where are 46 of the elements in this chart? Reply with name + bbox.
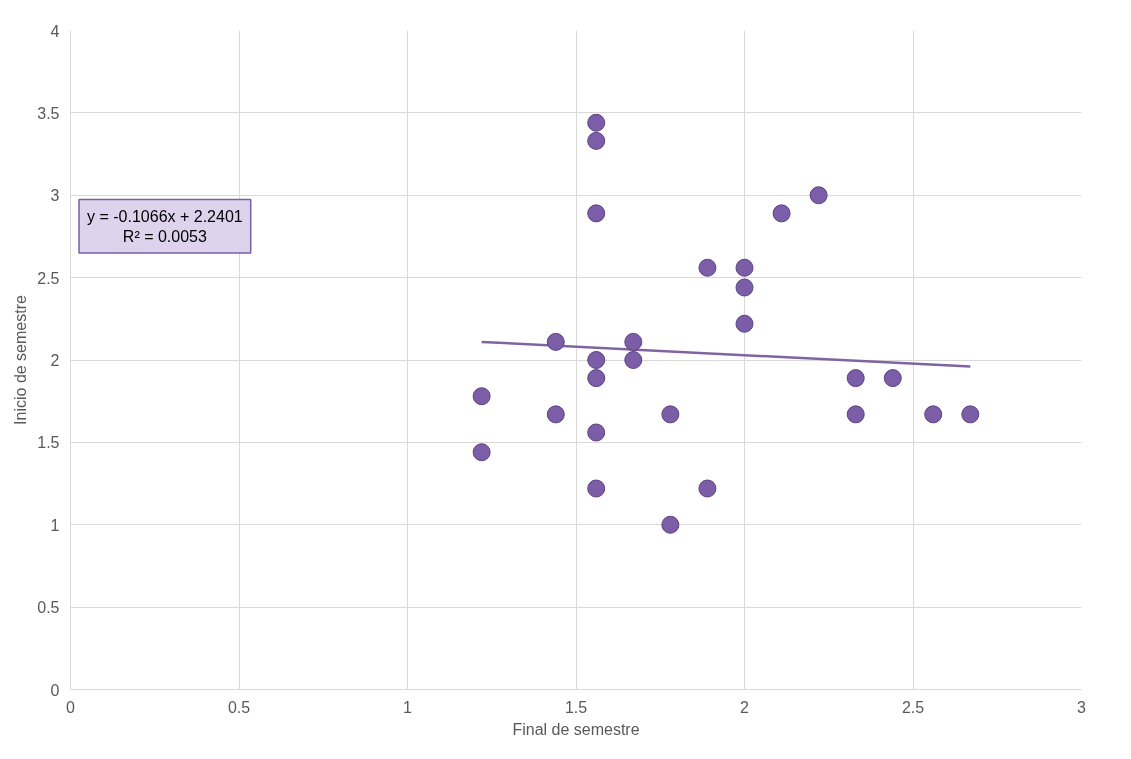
point	[587, 351, 606, 369]
point	[661, 405, 680, 424]
point	[735, 278, 754, 297]
x-tick-label: 3	[1077, 698, 1087, 716]
point	[846, 369, 865, 388]
y-tick-label: 0.5	[37, 599, 60, 617]
point	[961, 405, 980, 424]
point	[587, 204, 606, 223]
point	[735, 314, 754, 333]
point	[472, 443, 491, 462]
y-tick-label: 3.5	[37, 104, 60, 122]
x-tick-label: 0	[66, 698, 76, 716]
y-tick-label: 1.5	[37, 434, 60, 452]
point	[698, 479, 717, 498]
y-tick-label: 2	[50, 352, 60, 369]
y-tick-label: 1	[50, 516, 60, 534]
point	[546, 405, 565, 424]
x-tick-label: 1.5	[564, 698, 588, 716]
point	[735, 258, 754, 277]
point	[587, 423, 606, 442]
x-tick-label: 1	[403, 698, 413, 716]
point	[624, 351, 643, 369]
x-tick-label: 2.5	[901, 698, 925, 716]
point	[624, 332, 643, 351]
x-axis-title: Final de semestre	[512, 720, 640, 738]
annotation: y = -0.1066x + 2.2401 R² = 0.0053	[87, 207, 243, 245]
point	[587, 113, 606, 132]
x-tick-label: 0.5	[227, 698, 251, 716]
y-tick-label: 3	[50, 187, 60, 205]
y-tick-label: 2.5	[37, 269, 60, 287]
point	[698, 258, 717, 277]
point	[546, 332, 565, 351]
y-tick-label: 4	[50, 22, 60, 40]
point	[809, 186, 828, 205]
point	[883, 369, 902, 388]
y-axis-title: Inicio de semestre	[12, 294, 30, 425]
point	[661, 515, 680, 534]
y-tick-label: 0	[50, 681, 60, 699]
point	[924, 405, 943, 424]
point	[846, 405, 865, 424]
point	[587, 131, 606, 150]
point	[472, 387, 491, 406]
x-tick-label: 2	[740, 698, 750, 716]
point	[587, 369, 606, 388]
point	[772, 204, 791, 223]
point	[587, 479, 606, 498]
